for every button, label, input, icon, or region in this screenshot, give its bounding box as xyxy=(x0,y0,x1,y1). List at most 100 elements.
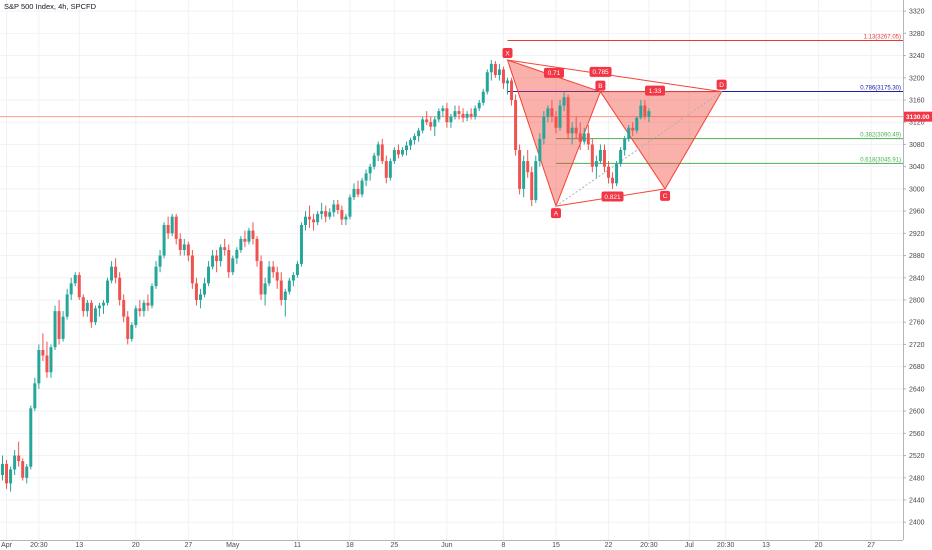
candle-body xyxy=(453,111,457,117)
candle xyxy=(312,213,316,231)
candle xyxy=(114,258,118,284)
candle-body xyxy=(287,280,291,292)
candle xyxy=(150,283,154,309)
candle xyxy=(518,144,522,195)
y-tick-label: 3000 xyxy=(909,186,925,193)
candle xyxy=(392,147,396,164)
candle xyxy=(146,294,150,312)
candle-body xyxy=(162,225,166,256)
y-tick-label: 2600 xyxy=(909,409,925,416)
candle-body xyxy=(154,266,158,287)
candle-body xyxy=(518,150,522,189)
candle xyxy=(489,60,493,81)
candle xyxy=(643,100,647,120)
candle-body xyxy=(376,144,380,156)
candle xyxy=(546,105,550,123)
candle-body xyxy=(647,111,651,117)
x-tick-label: Jun xyxy=(441,542,452,549)
candle xyxy=(441,105,445,117)
candle-body xyxy=(522,161,526,189)
candle-body xyxy=(372,155,376,167)
candle xyxy=(542,111,546,145)
candle-body xyxy=(65,294,69,317)
candle xyxy=(465,111,469,122)
candle-body xyxy=(534,161,538,200)
candle-body xyxy=(623,138,627,150)
candle xyxy=(344,213,348,225)
point-label-d-box xyxy=(716,79,727,90)
candle xyxy=(598,144,602,164)
y-tick-label: 2720 xyxy=(909,342,925,349)
candle-body xyxy=(243,238,247,242)
candle-body xyxy=(57,311,61,339)
x-tick-label: 20:30 xyxy=(717,542,735,549)
candle-body xyxy=(178,238,182,250)
candle xyxy=(227,244,231,278)
candle-body xyxy=(437,111,441,120)
candle xyxy=(97,302,101,317)
candle-body xyxy=(304,216,307,225)
candle xyxy=(53,305,57,350)
candle xyxy=(235,247,239,264)
candle xyxy=(328,208,332,220)
candle-body xyxy=(396,150,400,155)
candle xyxy=(473,105,477,120)
point-label-c: C xyxy=(663,193,668,200)
candle xyxy=(9,466,13,492)
candle-body xyxy=(33,383,37,409)
candle xyxy=(348,194,352,220)
candle xyxy=(166,216,170,239)
candle-body xyxy=(299,225,303,264)
x-tick-label: 20 xyxy=(815,542,823,549)
candle xyxy=(308,205,312,228)
candle xyxy=(336,200,340,214)
candle xyxy=(372,152,376,170)
candle-body xyxy=(558,105,562,128)
candle xyxy=(554,111,558,134)
candle xyxy=(522,155,526,198)
x-tick-label: 8 xyxy=(502,542,506,549)
candle-body xyxy=(320,211,324,214)
point-label-b: B xyxy=(598,83,602,90)
candle-body xyxy=(506,80,509,84)
candle-body xyxy=(356,188,360,195)
candle-body xyxy=(554,116,558,128)
candle xyxy=(17,441,21,467)
candle-body xyxy=(514,100,518,150)
x-tick-label: 13 xyxy=(762,542,770,549)
y-tick-label: 2840 xyxy=(909,275,925,282)
candle xyxy=(562,91,566,112)
candle xyxy=(627,125,631,142)
candle xyxy=(93,305,97,325)
candle xyxy=(299,222,303,267)
candle xyxy=(239,236,243,253)
candle xyxy=(207,261,211,287)
candle-body xyxy=(445,108,449,123)
candle xyxy=(162,222,166,259)
candle-body xyxy=(267,266,271,284)
x-tick-label: Apr xyxy=(1,542,13,549)
x-tick-label: 22 xyxy=(605,542,613,549)
candle-body xyxy=(263,283,267,295)
candle xyxy=(126,311,130,345)
candle-body xyxy=(542,116,546,139)
candle-body xyxy=(324,211,328,217)
candle-body xyxy=(425,119,429,123)
candle-body xyxy=(85,302,89,312)
x-tick-label: 13 xyxy=(75,542,83,549)
candle-body xyxy=(477,102,481,109)
candle-body xyxy=(77,275,81,298)
y-tick-label: 3200 xyxy=(909,75,925,82)
candle-body xyxy=(73,275,77,284)
candle xyxy=(324,205,328,223)
candle-body xyxy=(21,461,25,478)
candle xyxy=(578,122,582,150)
point-label-b-box xyxy=(595,80,606,91)
y-tick-label: 2920 xyxy=(909,231,925,238)
candle-body xyxy=(194,283,198,300)
candle xyxy=(118,272,122,306)
candle xyxy=(364,169,368,187)
candle-body xyxy=(607,166,610,178)
x-tick-label: 18 xyxy=(346,542,354,549)
candle-body xyxy=(247,230,251,242)
